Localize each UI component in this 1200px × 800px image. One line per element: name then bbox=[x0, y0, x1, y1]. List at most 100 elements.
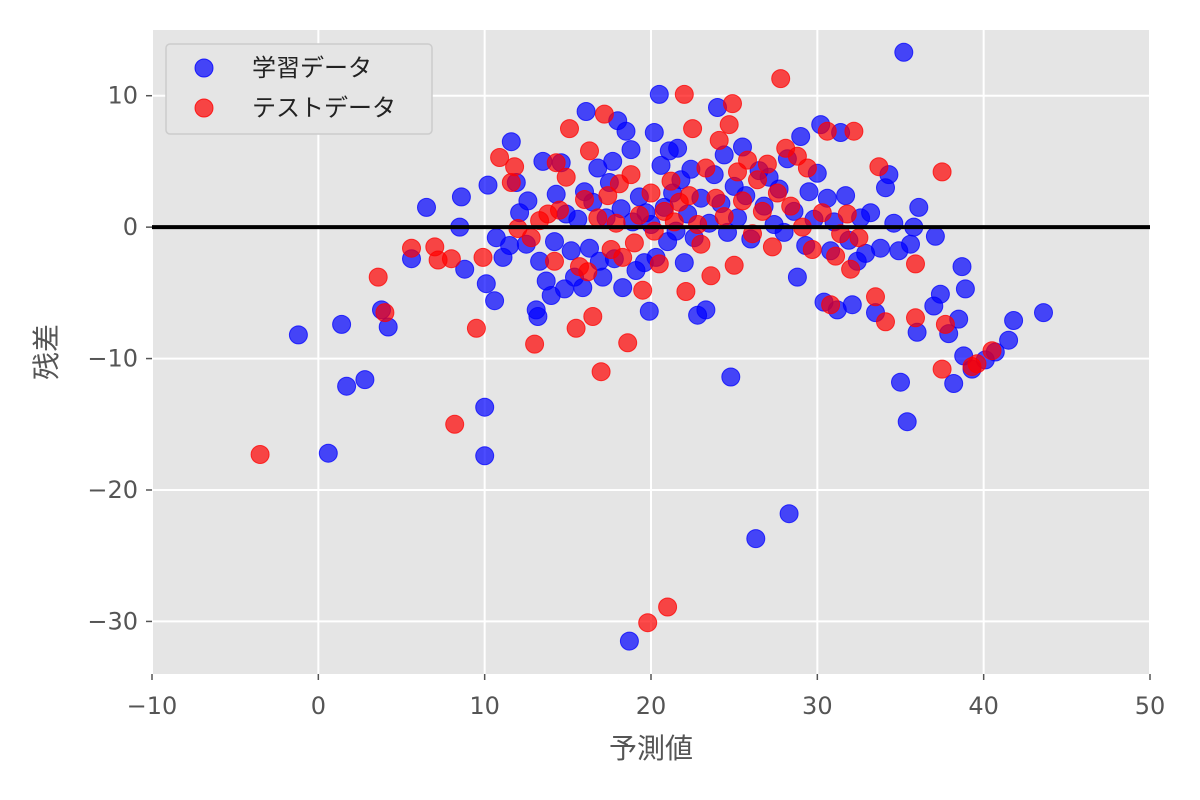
test-point bbox=[629, 205, 649, 225]
x-tick-label: 0 bbox=[311, 692, 326, 720]
train-point bbox=[901, 234, 920, 254]
train-point bbox=[696, 300, 716, 320]
train-point bbox=[288, 325, 308, 345]
test-point bbox=[545, 251, 564, 271]
train-point bbox=[791, 127, 811, 146]
test-point bbox=[375, 303, 395, 323]
test-point bbox=[546, 153, 566, 173]
test-point bbox=[844, 121, 864, 141]
train-point bbox=[478, 175, 498, 195]
test-point bbox=[566, 318, 586, 338]
test-point bbox=[445, 414, 465, 434]
legend-box bbox=[165, 43, 433, 135]
test-point bbox=[691, 234, 711, 254]
train-point bbox=[779, 504, 799, 524]
y-tick-label: 10 bbox=[107, 82, 138, 110]
test-point bbox=[906, 254, 925, 274]
test-point bbox=[550, 200, 569, 220]
test-point bbox=[688, 215, 708, 234]
x-tick-label: 20 bbox=[636, 692, 667, 720]
test-point bbox=[797, 158, 817, 178]
test-point bbox=[733, 191, 752, 211]
train-point bbox=[417, 197, 436, 217]
train-point bbox=[475, 397, 495, 417]
test-point bbox=[473, 247, 493, 267]
test-point bbox=[826, 246, 846, 266]
test-point bbox=[441, 249, 461, 269]
test-point bbox=[505, 157, 525, 177]
test-point bbox=[638, 613, 658, 633]
test-point bbox=[767, 183, 787, 203]
test-point bbox=[906, 308, 925, 328]
test-point bbox=[982, 341, 1002, 361]
x-tick-label: 30 bbox=[802, 692, 833, 720]
test-point bbox=[521, 228, 541, 248]
test-point bbox=[762, 237, 782, 257]
test-point bbox=[618, 333, 638, 353]
test-point bbox=[661, 171, 681, 191]
test-point bbox=[575, 190, 594, 209]
x-tick-label: 10 bbox=[469, 692, 500, 720]
train-point bbox=[580, 238, 599, 258]
x-axis-label: 予測値 bbox=[609, 732, 693, 765]
test-point bbox=[738, 150, 757, 170]
test-point bbox=[580, 141, 599, 161]
train-point bbox=[621, 140, 641, 160]
test-point bbox=[723, 94, 742, 114]
train-point bbox=[925, 226, 945, 246]
train-point bbox=[355, 370, 375, 390]
legend-label-train: 学習データ bbox=[252, 54, 372, 82]
test-point bbox=[849, 228, 869, 248]
test-point bbox=[624, 233, 644, 253]
test-point bbox=[658, 597, 678, 617]
x-tick-label: 40 bbox=[968, 692, 999, 720]
train-point bbox=[603, 151, 623, 171]
train-point bbox=[1034, 303, 1053, 323]
test-point bbox=[683, 119, 703, 139]
train-point bbox=[528, 307, 548, 326]
test-point bbox=[812, 203, 832, 223]
test-point bbox=[591, 362, 611, 382]
train-point bbox=[613, 278, 633, 298]
train-point bbox=[619, 631, 639, 651]
test-point bbox=[869, 157, 889, 177]
train-point bbox=[894, 42, 914, 62]
test-point bbox=[748, 170, 767, 190]
test-point bbox=[841, 259, 861, 279]
test-point bbox=[932, 162, 952, 182]
test-point bbox=[752, 201, 772, 221]
data-points bbox=[250, 42, 1053, 651]
train-point bbox=[576, 102, 596, 121]
x-axis-ticks: −10 0 10 20 30 40 50 bbox=[127, 674, 1165, 720]
test-point bbox=[578, 262, 598, 282]
test-point bbox=[606, 213, 626, 233]
train-point bbox=[476, 274, 496, 294]
test-point bbox=[613, 247, 633, 267]
test-point bbox=[402, 238, 421, 258]
train-point bbox=[500, 236, 520, 255]
test-point bbox=[719, 115, 739, 135]
legend-marker-train bbox=[194, 58, 214, 78]
test-point bbox=[935, 314, 955, 334]
train-point bbox=[546, 184, 566, 204]
test-point bbox=[621, 165, 641, 185]
test-point bbox=[633, 280, 653, 300]
test-point bbox=[724, 255, 744, 275]
train-point bbox=[651, 155, 671, 175]
test-point bbox=[757, 154, 777, 174]
train-point bbox=[573, 278, 593, 298]
train-point bbox=[485, 291, 505, 311]
test-point bbox=[866, 287, 885, 307]
test-point bbox=[781, 196, 801, 216]
train-point bbox=[545, 232, 564, 252]
test-point bbox=[641, 183, 661, 203]
y-tick-label: 0 bbox=[123, 213, 138, 241]
train-point bbox=[721, 367, 741, 387]
train-point bbox=[861, 203, 881, 223]
train-point bbox=[674, 253, 694, 273]
train-point bbox=[944, 374, 964, 393]
train-point bbox=[639, 301, 659, 321]
test-point bbox=[701, 266, 721, 286]
test-point bbox=[525, 334, 545, 354]
